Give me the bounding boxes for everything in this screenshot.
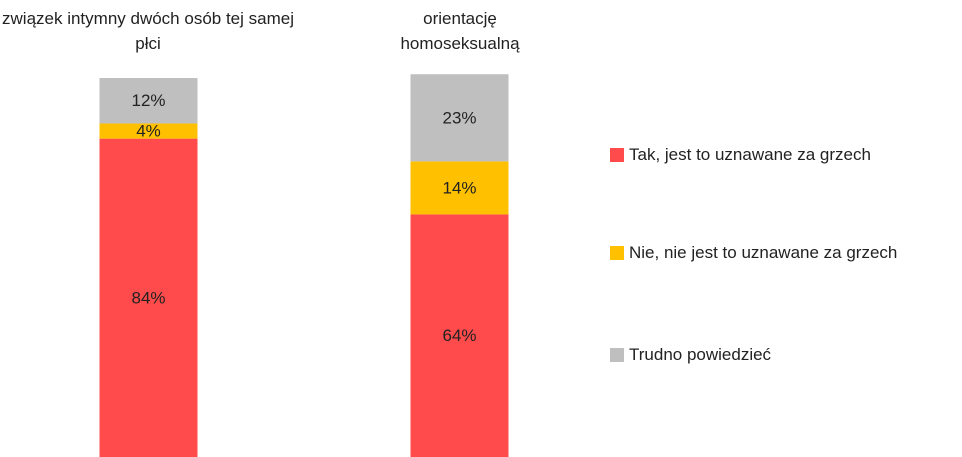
- bar-segment: [410, 74, 509, 162]
- legend-item: Nie, nie jest to uznawane za grzech: [610, 243, 897, 263]
- category-label: związek intymny dwóch osób tej samej płc…: [2, 9, 294, 53]
- category-label: orientację homoseksualną: [400, 9, 520, 53]
- bar-segment: [99, 123, 198, 139]
- value-label: 12%: [131, 91, 165, 110]
- legend-item: Tak, jest to uznawane za grzech: [610, 145, 871, 165]
- bar-segment: [410, 214, 509, 457]
- value-label: 84%: [131, 288, 165, 307]
- bar-segment: [99, 78, 198, 124]
- legend-swatch: [610, 246, 624, 260]
- legend-item: Trudno powiedzieć: [610, 345, 771, 365]
- value-label: 64%: [442, 326, 476, 345]
- legend-label: Nie, nie jest to uznawane za grzech: [629, 243, 898, 262]
- value-label: 14%: [442, 178, 476, 197]
- legend-swatch: [610, 348, 624, 362]
- legend-label: Tak, jest to uznawane za grzech: [629, 145, 871, 164]
- value-label: 4%: [136, 122, 161, 141]
- legend-label: Trudno powiedzieć: [629, 345, 772, 364]
- bar-segment: [410, 161, 509, 215]
- legend-swatch: [610, 148, 624, 162]
- bar-segment: [99, 138, 198, 457]
- value-label: 23%: [442, 108, 476, 127]
